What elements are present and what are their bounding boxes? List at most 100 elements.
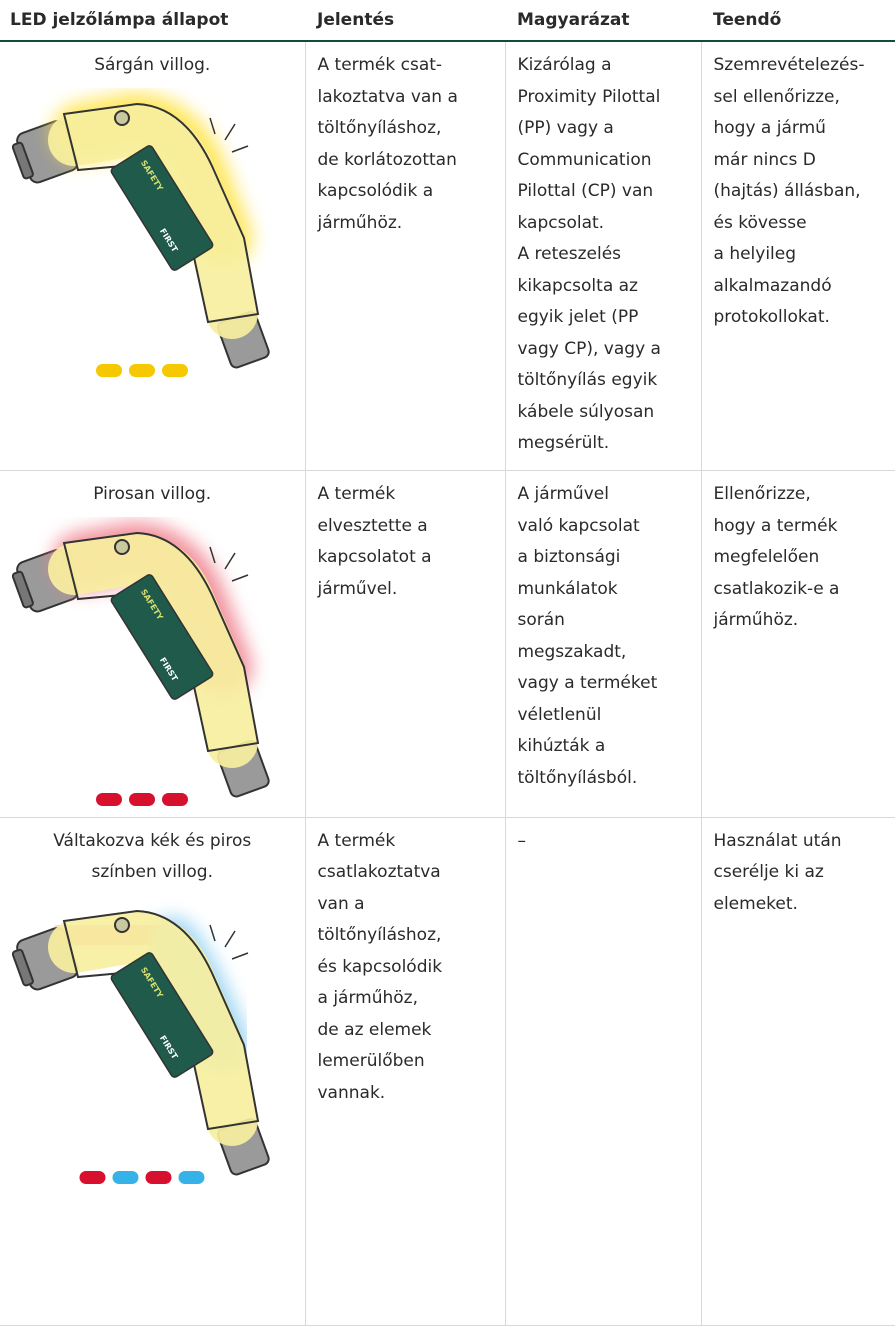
cell-text-line: sel ellenőrizze, [713, 86, 840, 107]
light-ray [224, 930, 236, 947]
cell-text-line: csatlakozik-e a [713, 578, 840, 599]
cell-text-line: vannak. [317, 1082, 386, 1103]
cell-text-line: és kövesse [713, 212, 807, 233]
column-header: LED jelzőlámpa állapot [0, 0, 305, 42]
cell-text-line: és kapcsolódik [317, 956, 443, 977]
light-ray [231, 573, 249, 582]
cell-text-line: kapcsolat. [517, 212, 605, 233]
cell-text-line: során [517, 610, 565, 630]
table-cell: Szemrevételezés-sel ellenőrizze, hogy a j… [700, 41, 895, 471]
indicator-dot [96, 363, 122, 377]
cell-text-line: töltőnyílás egyik [517, 370, 658, 390]
table-cell: Váltakozva kék és piros színben villog. SA… [0, 817, 305, 1326]
cell-text-line: de az elemek [317, 1019, 432, 1040]
cell-text-line: Sárgán villog. [94, 55, 211, 75]
cell-text-line: protokollokat. [713, 307, 830, 327]
cell-text-line: kapcsolódik a [317, 181, 434, 201]
cell-text-line: A reteszelés [517, 244, 622, 264]
plug-ring [12, 948, 34, 986]
panel [110, 573, 214, 700]
cell-text-line: megsérült. [517, 433, 610, 453]
cell-text-line: a járműhöz, [317, 988, 419, 1008]
connector-body [48, 103, 258, 339]
cell-text-line: Szemrevételezés- [713, 55, 865, 75]
cell-text-line: A járművel [517, 484, 609, 504]
cell-text-line: Váltakozva kék és piros [53, 830, 252, 851]
panel [110, 144, 214, 271]
light-ray [224, 123, 236, 140]
table-cell: Pirosan villog. SAFETY FIRST [0, 470, 305, 818]
cell-text-line: A termék [317, 830, 396, 851]
table-cell: A termék csatlakoztatva van a töltőnyílásho… [304, 817, 505, 1326]
cell-text-line: hogy a jármű [713, 118, 826, 138]
cell-text-line: a biztonsági [517, 547, 621, 567]
plug-ring [12, 141, 34, 179]
connector-body [48, 532, 258, 768]
cell-text-line: Proximity Pilottal [517, 86, 661, 107]
table-cell: A járművel való kapcsolat a biztonsági munk… [504, 470, 701, 818]
table-cell: Használat után cserélje ki az elemeket. [700, 817, 895, 1326]
table-row: Váltakozva kék és piros színben villog. SA… [0, 817, 895, 1326]
cell-text-line: töltőnyílásból. [517, 767, 638, 788]
cell-text-line: egyik jelet (PP [517, 307, 639, 327]
cell-text-line: a helyileg [713, 244, 797, 264]
table-cell: – [504, 817, 701, 1326]
cell-text-line: Kizárólag a [517, 55, 612, 75]
cell-text-line: Pirosan villog. [93, 484, 212, 504]
cell-text-line: töltőnyíláshoz, [317, 925, 442, 945]
table-cell: A termék csat-lakoztatva van a töltőnyílá… [304, 41, 505, 471]
indicator-dot [112, 1170, 139, 1184]
table-cell: Sárgán villog. SAFETY FIRST [0, 41, 305, 471]
cell-text-line: járműhöz. [713, 610, 799, 630]
cell-text-line: A termék [317, 484, 396, 504]
button [114, 109, 130, 126]
cell-text-line: színben villog. [91, 862, 214, 882]
cell-text-line: alkalmazandó [713, 275, 832, 296]
cell-text-line: megfelelően [713, 547, 820, 567]
indicator-dot [79, 1170, 106, 1184]
cell-text-line: Pilottal (CP) van [517, 181, 654, 201]
cell-text-line: megszakadt, [517, 641, 627, 662]
table-cell: A termék elvesztette a kapcsolatot a járműv… [304, 470, 505, 818]
connector-body [48, 910, 258, 1146]
column-header: Magyarázat [505, 0, 701, 42]
cell-text-line: lakoztatva van a [317, 86, 458, 107]
cell-text-line: lemerülőben [317, 1051, 425, 1071]
table-row: Sárgán villog. SAFETY FIRST A termék csat-l… [0, 41, 895, 471]
cell-text-line: de korlátozottan [317, 149, 457, 170]
cell-text-line: vagy CP), vagy a [517, 338, 661, 359]
table-row: Pirosan villog. SAFETY FIRST A termék elvesz… [0, 470, 895, 818]
indicator-dot [162, 792, 188, 806]
cell-text-line: elemeket. [713, 893, 798, 914]
cell-text-line: – [517, 830, 527, 851]
cell-text-line: cserélje ki az [713, 862, 824, 882]
cell-text-line: Használat után [713, 830, 842, 851]
cell-text-line: véletlenül [517, 704, 602, 725]
light-ray [231, 951, 249, 960]
indicator-dot [162, 363, 188, 377]
cell-text-line: már nincs D [713, 149, 816, 170]
cell-text-line: hogy a termék [713, 515, 838, 536]
cell-text-line: járművel. [317, 578, 398, 599]
panel [110, 951, 214, 1078]
cell-text-line: kapcsolatot a [317, 547, 432, 567]
indicator-dot [178, 1170, 205, 1184]
cell-text-line: csatlakoztatva [317, 862, 441, 882]
light-ray [231, 144, 249, 153]
cell-text-line: kábele súlyosan [517, 401, 655, 422]
cell-text-line: elvesztette a [317, 515, 428, 536]
indicator-dot [129, 792, 155, 806]
plug-ring [12, 570, 34, 608]
cell-text-line: (hajtás) állásban, [713, 181, 861, 201]
cell-text-line: van a [317, 893, 365, 914]
indicator-dot [129, 363, 155, 377]
cell-text-line: töltőnyíláshoz, [317, 118, 442, 138]
cell-text-line: kikapcsolta az [517, 275, 638, 296]
